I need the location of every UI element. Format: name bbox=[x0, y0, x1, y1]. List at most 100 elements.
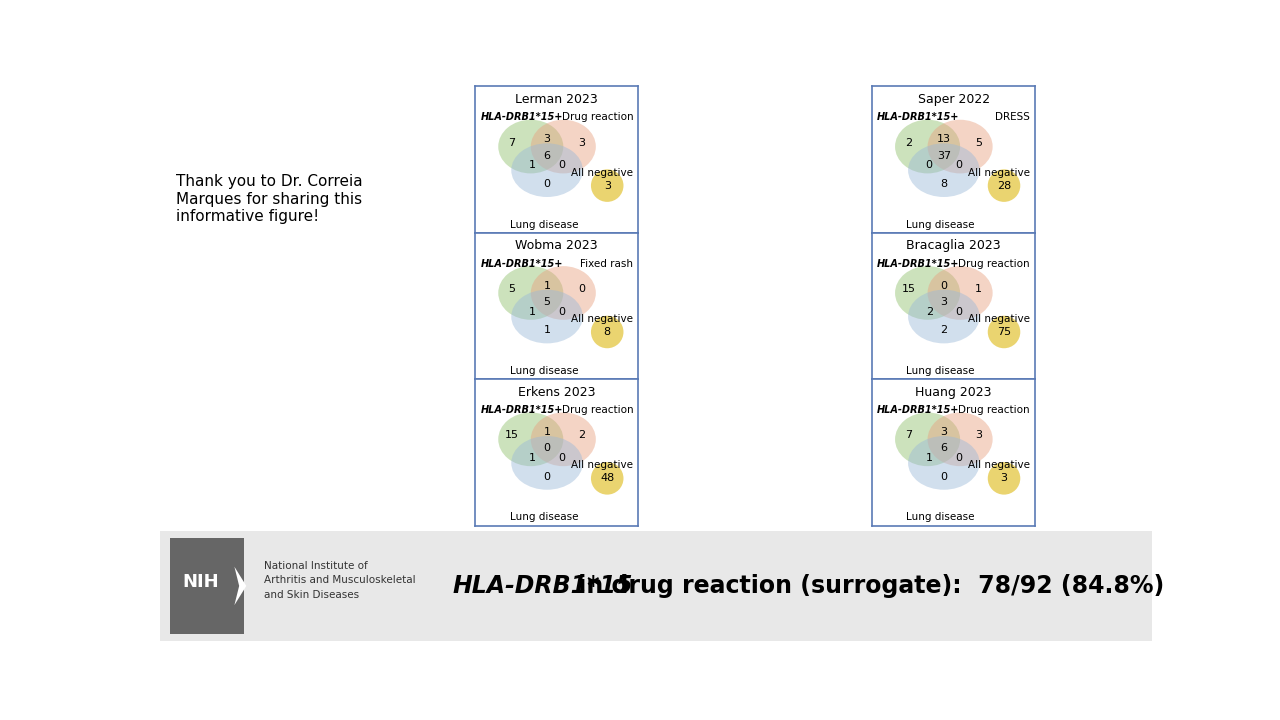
Text: 48: 48 bbox=[600, 473, 614, 483]
Text: Lung disease: Lung disease bbox=[906, 366, 975, 376]
Circle shape bbox=[988, 169, 1020, 202]
Circle shape bbox=[591, 462, 623, 495]
Text: HLA-DRB1*15+: HLA-DRB1*15+ bbox=[480, 112, 563, 122]
Text: All negative: All negative bbox=[968, 461, 1030, 470]
Text: Wobma 2023: Wobma 2023 bbox=[516, 239, 598, 252]
Text: Saper 2022: Saper 2022 bbox=[918, 93, 989, 106]
Ellipse shape bbox=[498, 120, 563, 174]
Text: 3: 3 bbox=[941, 427, 947, 437]
Ellipse shape bbox=[511, 143, 582, 197]
Ellipse shape bbox=[531, 266, 595, 320]
Text: 0: 0 bbox=[941, 472, 947, 482]
Text: 1: 1 bbox=[544, 281, 550, 291]
Text: 15: 15 bbox=[506, 431, 520, 440]
Text: 6: 6 bbox=[544, 150, 550, 161]
Text: 0: 0 bbox=[941, 281, 947, 291]
Text: 1: 1 bbox=[529, 307, 536, 317]
Text: HLA-DRB1*15+: HLA-DRB1*15+ bbox=[480, 258, 563, 269]
Text: 28: 28 bbox=[997, 181, 1011, 191]
Text: Huang 2023: Huang 2023 bbox=[915, 386, 992, 399]
Text: 0: 0 bbox=[544, 179, 550, 189]
Text: 2: 2 bbox=[579, 431, 585, 440]
Text: All negative: All negative bbox=[571, 314, 634, 324]
Text: 5: 5 bbox=[508, 284, 516, 294]
Text: All negative: All negative bbox=[968, 168, 1030, 178]
Text: 2: 2 bbox=[905, 138, 913, 148]
Text: 5: 5 bbox=[975, 138, 982, 148]
Text: 1: 1 bbox=[975, 284, 982, 294]
Text: Lung disease: Lung disease bbox=[906, 512, 975, 522]
Ellipse shape bbox=[531, 413, 595, 466]
Text: 3: 3 bbox=[1001, 473, 1007, 483]
Text: 7: 7 bbox=[905, 431, 913, 440]
Text: HLA-DRB1*15+: HLA-DRB1*15+ bbox=[480, 405, 563, 415]
Ellipse shape bbox=[908, 289, 979, 343]
Text: HLA-DRB1*15+: HLA-DRB1*15+ bbox=[877, 258, 960, 269]
Text: 6: 6 bbox=[941, 444, 947, 454]
Text: Fixed rash: Fixed rash bbox=[580, 258, 634, 269]
Text: DRESS: DRESS bbox=[995, 112, 1030, 122]
Text: 3: 3 bbox=[544, 134, 550, 144]
Text: Drug reaction: Drug reaction bbox=[562, 112, 634, 122]
Ellipse shape bbox=[498, 413, 563, 466]
Text: Thank you to Dr. Correia
Marques for sharing this
informative figure!: Thank you to Dr. Correia Marques for sha… bbox=[175, 174, 362, 224]
Text: 37: 37 bbox=[937, 150, 951, 161]
Ellipse shape bbox=[511, 289, 582, 343]
Text: 0: 0 bbox=[955, 307, 963, 317]
FancyBboxPatch shape bbox=[170, 538, 244, 634]
Text: 0: 0 bbox=[955, 453, 963, 463]
Text: Drug reaction: Drug reaction bbox=[959, 405, 1030, 415]
Text: HLA-DRB1*15+: HLA-DRB1*15+ bbox=[877, 405, 960, 415]
Text: Erkens 2023: Erkens 2023 bbox=[518, 386, 595, 399]
Text: HLA-DRB1*15+: HLA-DRB1*15+ bbox=[877, 112, 960, 122]
Text: 2: 2 bbox=[941, 325, 947, 336]
Text: 0: 0 bbox=[558, 161, 566, 171]
Ellipse shape bbox=[928, 120, 992, 174]
Ellipse shape bbox=[895, 266, 960, 320]
Text: 13: 13 bbox=[937, 134, 951, 144]
Text: NIH: NIH bbox=[183, 572, 219, 590]
Text: National Institute of
Arthritis and Musculoskeletal
and Skin Diseases: National Institute of Arthritis and Musc… bbox=[264, 561, 416, 600]
Text: Lung disease: Lung disease bbox=[509, 220, 579, 230]
Ellipse shape bbox=[531, 120, 595, 174]
Text: 7: 7 bbox=[508, 138, 516, 148]
Ellipse shape bbox=[895, 413, 960, 466]
Text: 1: 1 bbox=[925, 453, 933, 463]
Ellipse shape bbox=[895, 120, 960, 174]
Text: HLA-DRB1*15: HLA-DRB1*15 bbox=[453, 574, 634, 598]
Text: 8: 8 bbox=[941, 179, 947, 189]
Text: All negative: All negative bbox=[571, 168, 634, 178]
Text: 1: 1 bbox=[529, 161, 536, 171]
Circle shape bbox=[988, 462, 1020, 495]
Text: 15: 15 bbox=[902, 284, 916, 294]
Text: 3: 3 bbox=[604, 181, 611, 191]
Text: 5: 5 bbox=[544, 297, 550, 307]
Ellipse shape bbox=[908, 143, 979, 197]
Text: 0: 0 bbox=[558, 307, 566, 317]
Text: in drug reaction (surrogate):  78/92 (84.8%): in drug reaction (surrogate): 78/92 (84.… bbox=[570, 574, 1164, 598]
Text: 3: 3 bbox=[975, 431, 982, 440]
Text: 2: 2 bbox=[925, 307, 933, 317]
Polygon shape bbox=[234, 567, 246, 605]
Text: 1: 1 bbox=[544, 427, 550, 437]
Text: 3: 3 bbox=[941, 297, 947, 307]
Text: 8: 8 bbox=[604, 327, 611, 337]
Text: All negative: All negative bbox=[571, 461, 634, 470]
Text: 1: 1 bbox=[544, 325, 550, 336]
Text: 0: 0 bbox=[544, 472, 550, 482]
Ellipse shape bbox=[511, 436, 582, 490]
Circle shape bbox=[988, 316, 1020, 348]
Text: 0: 0 bbox=[558, 453, 566, 463]
Ellipse shape bbox=[908, 436, 979, 490]
Text: 3: 3 bbox=[579, 138, 585, 148]
Text: Drug reaction: Drug reaction bbox=[959, 258, 1030, 269]
Text: Lung disease: Lung disease bbox=[509, 512, 579, 522]
Circle shape bbox=[591, 316, 623, 348]
Text: 0: 0 bbox=[955, 161, 963, 171]
Text: Lung disease: Lung disease bbox=[906, 220, 975, 230]
Text: Lerman 2023: Lerman 2023 bbox=[516, 93, 598, 106]
FancyBboxPatch shape bbox=[160, 531, 1152, 641]
Text: Bracaglia 2023: Bracaglia 2023 bbox=[906, 239, 1001, 252]
Text: 75: 75 bbox=[997, 327, 1011, 337]
Text: All negative: All negative bbox=[968, 314, 1030, 324]
